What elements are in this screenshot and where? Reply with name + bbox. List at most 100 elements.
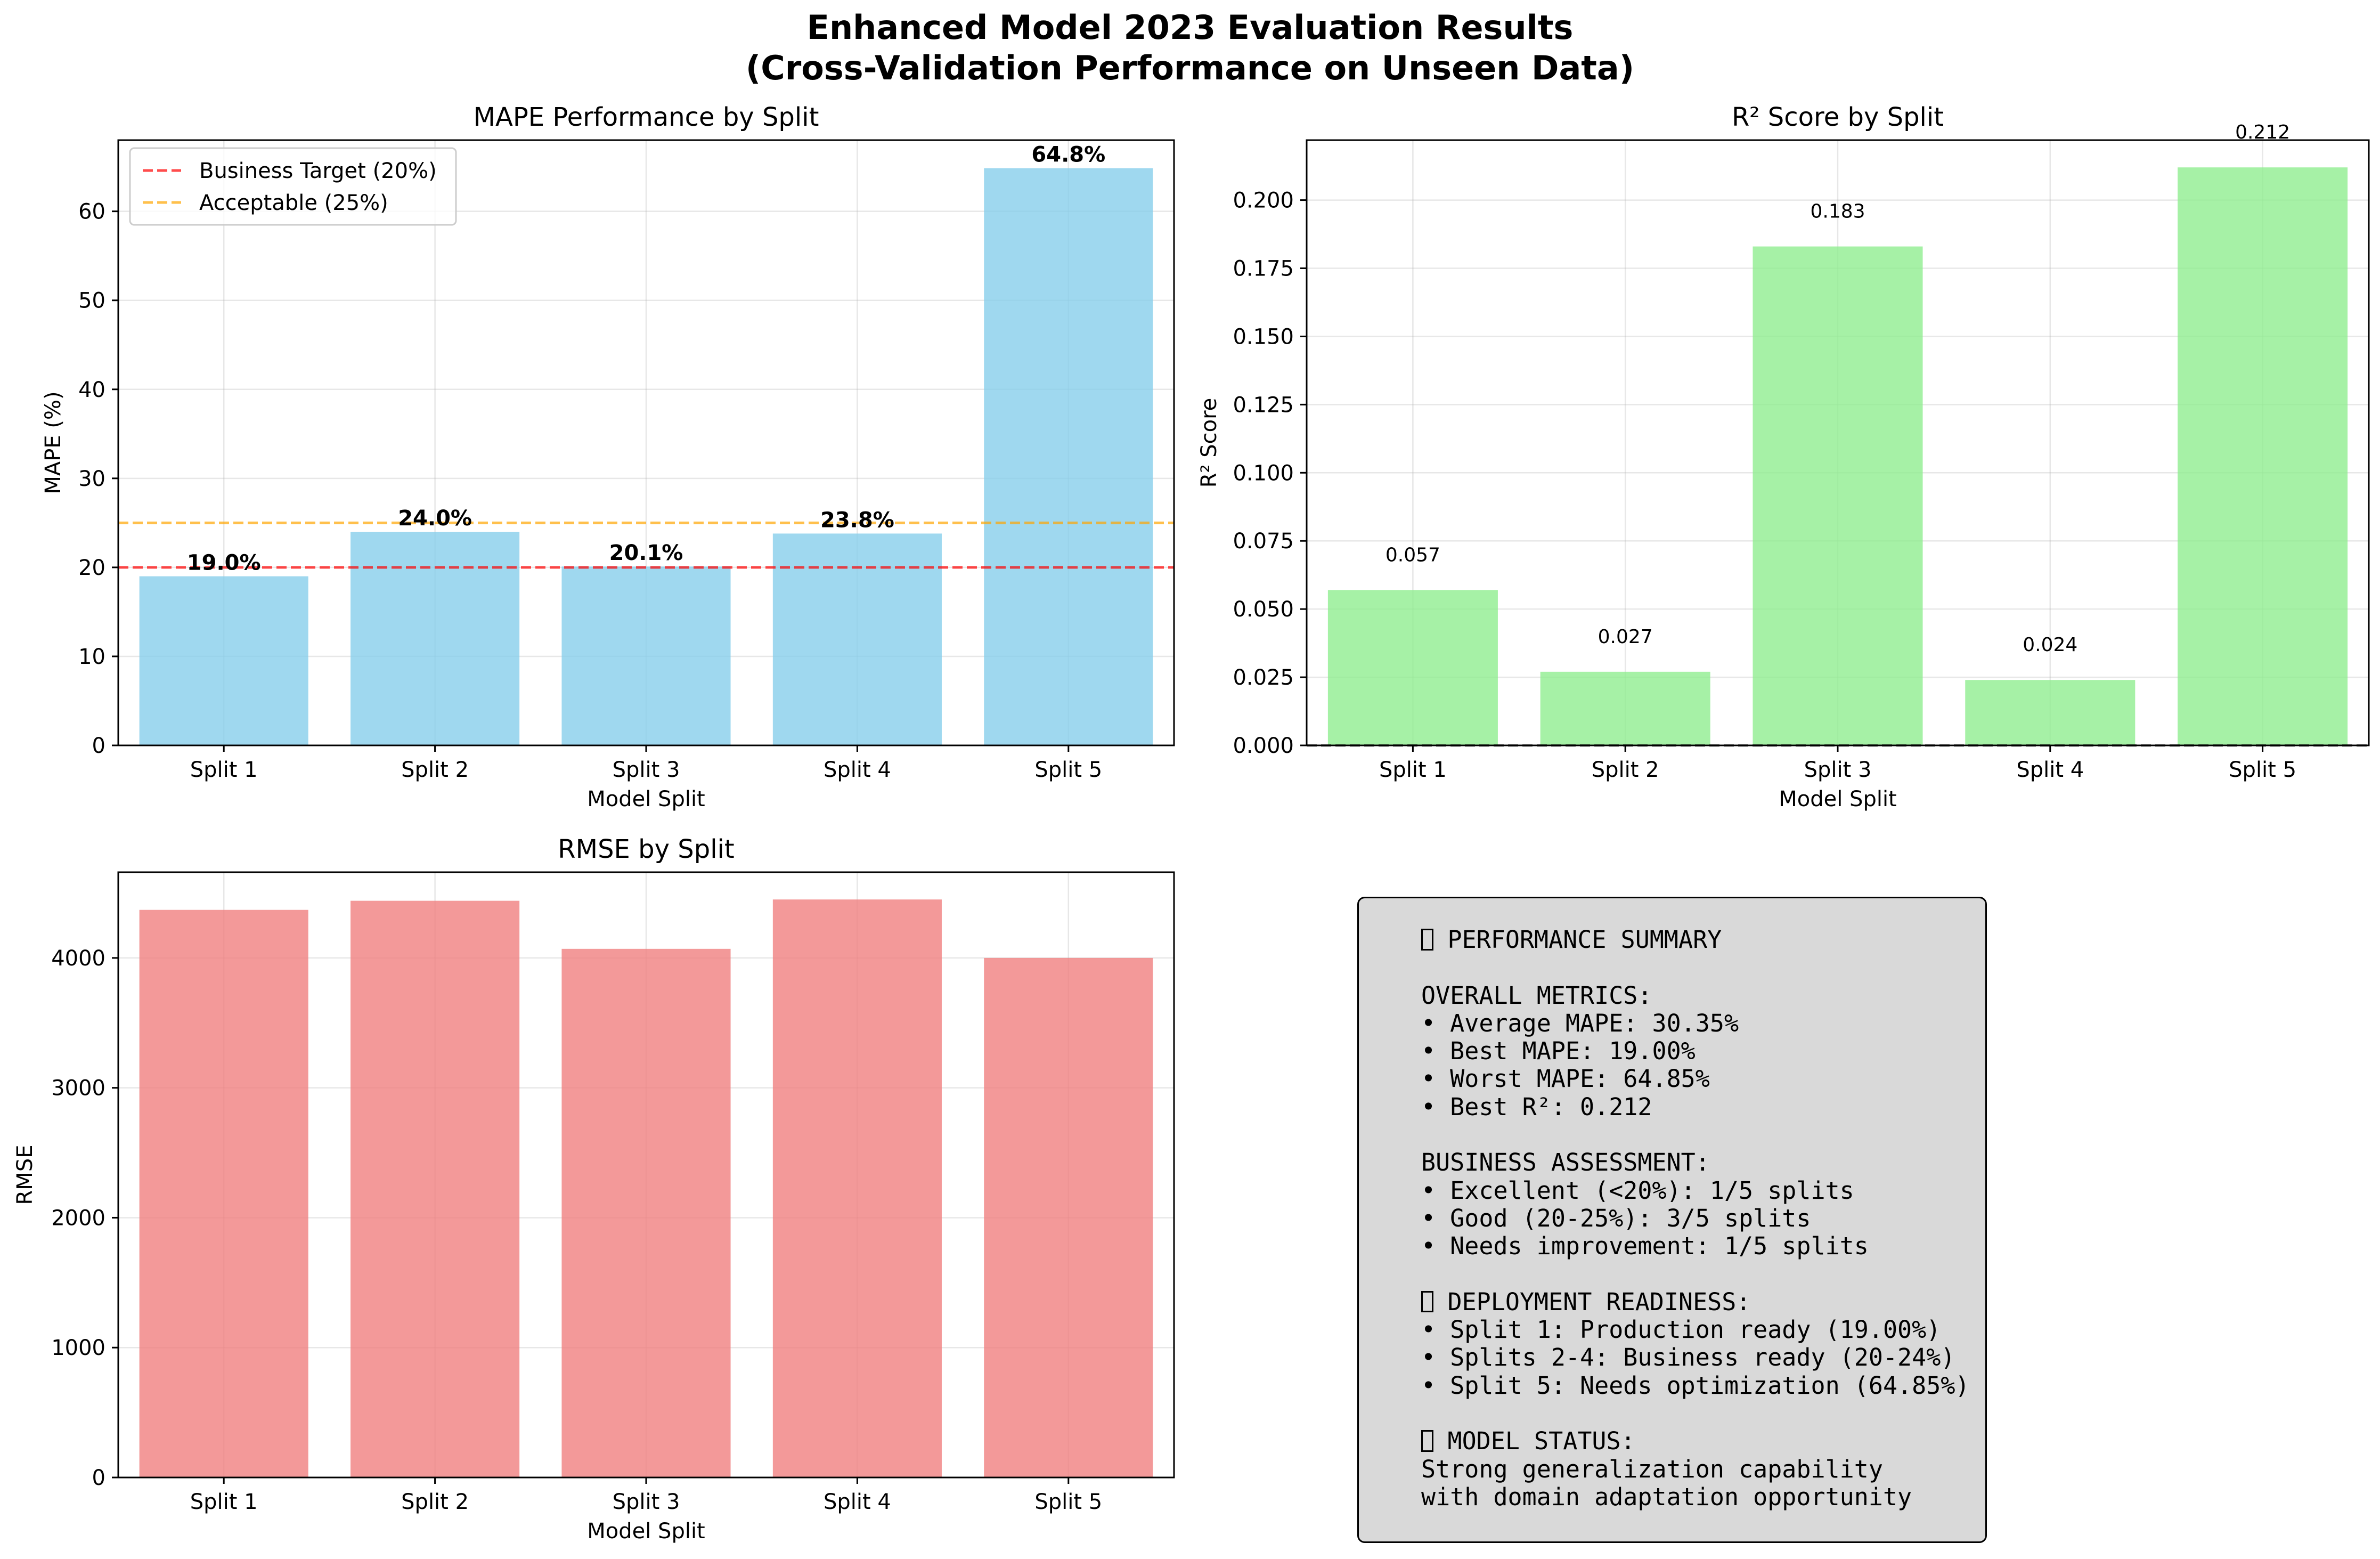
r2-bar [1540, 671, 1710, 745]
summary-line: • Best MAPE: 19.00% [1421, 1037, 1970, 1065]
mape-value-label: 24.0% [398, 506, 472, 531]
summary-line: PERFORMANCE SUMMARY [1421, 925, 1970, 954]
r2-y-tick-label: 0.200 [1233, 189, 1294, 213]
r2-value-label: 0.027 [1598, 626, 1653, 648]
r2-y-tick-label: 0.050 [1233, 597, 1294, 622]
summary-line-text: with domain adaptation opportunity [1421, 1482, 1912, 1511]
rmse-bar [772, 899, 942, 1477]
summary-line: Strong generalization capability [1421, 1455, 1970, 1483]
mape-x-tick-label: Split 5 [1034, 758, 1102, 782]
rmse-bar [984, 957, 1153, 1477]
r2-y-tick-label: 0.025 [1233, 665, 1294, 690]
summary-line: • Good (20-25%): 3/5 splits [1421, 1204, 1970, 1232]
summary-line-text [1421, 1120, 1436, 1149]
summary-line-text: • Good (20-25%): 3/5 splits [1421, 1204, 1811, 1232]
summary-line: with domain adaptation opportunity [1421, 1483, 1970, 1511]
summary-line-text: • Split 5: Needs optimization (64.85%) [1421, 1371, 1970, 1400]
rmse-y-tick-label: 2000 [51, 1206, 105, 1230]
rmse-x-tick-label: Split 3 [613, 1490, 680, 1514]
summary-line-text: MODEL STATUS: [1447, 1427, 1635, 1456]
summary-line-text [1421, 1399, 1436, 1427]
summary-line-text: • Split 1: Production ready (19.00%) [1421, 1316, 1941, 1344]
rmse-x-tick-label: Split 4 [824, 1490, 891, 1514]
summary-line-text: • Splits 2-4: Business ready (20-24%) [1421, 1343, 1955, 1372]
mape-y-tick-label: 60 [78, 200, 105, 224]
summary-line: MODEL STATUS: [1421, 1427, 1970, 1455]
rmse-bar [561, 948, 731, 1477]
r2-value-label: 0.024 [2023, 634, 2077, 656]
legend-entry-label: Business Target (20%) [199, 159, 437, 183]
rmse-y-tick-label: 4000 [51, 946, 105, 971]
rmse-y-tick-label: 1000 [51, 1336, 105, 1360]
mape-value-label: 20.1% [609, 541, 683, 565]
rmse-bar [351, 900, 520, 1477]
summary-line: • Needs improvement: 1/5 splits [1421, 1232, 1970, 1260]
r2-x-tick-label: Split 1 [1379, 758, 1447, 782]
r2-y-tick-label: 0.100 [1233, 461, 1294, 485]
summary-line-text: • Average MAPE: 30.35% [1421, 1009, 1739, 1037]
summary-line: • Splits 2-4: Business ready (20-24%) [1421, 1344, 1970, 1371]
rmse-x-axis-label: Model Split [587, 1519, 705, 1544]
mape-x-tick-label: Split 4 [824, 758, 891, 782]
mape-x-tick-label: Split 3 [613, 758, 680, 782]
box-glyph-icon [1421, 1290, 1433, 1313]
mape-y-tick-label: 0 [92, 734, 105, 758]
r2-y-tick-label: 0.125 [1233, 393, 1294, 417]
summary-line: BUSINESS ASSESSMENT: [1421, 1149, 1970, 1176]
rmse-chart: Split 1 Split 2 Split 3 Split 4 Split 5 0 1000… [13, 834, 1175, 1544]
rmse-chart-title: RMSE by Split [558, 834, 734, 864]
mape-chart-title: MAPE Performance by Split [474, 102, 819, 132]
r2-value-label: 0.183 [1810, 201, 1865, 223]
r2-y-tick-label: 0.175 [1233, 257, 1294, 281]
summary-line [1421, 1261, 1970, 1288]
box-glyph-icon [1421, 1430, 1433, 1452]
summary-line-text: • Best MAPE: 19.00% [1421, 1037, 1696, 1066]
mape-x-tick-label: Split 2 [401, 758, 469, 782]
performance-summary-text: PERFORMANCE SUMMARY OVERALL METRICS: • Av… [1421, 925, 1970, 1511]
mape-bar [139, 576, 308, 745]
summary-line-text: • Needs improvement: 1/5 splits [1421, 1232, 1869, 1261]
summary-line-text: • Excellent (<20%): 1/5 splits [1421, 1176, 1854, 1205]
summary-line [1421, 1400, 1970, 1427]
mape-y-tick-label: 40 [78, 378, 105, 402]
summary-line-text: • Worst MAPE: 64.85% [1421, 1065, 1710, 1093]
r2-y-tick-label: 0.000 [1233, 734, 1294, 758]
mape-bar [772, 533, 942, 745]
mape-y-tick-label: 50 [78, 289, 105, 313]
box-glyph-icon [1421, 929, 1433, 951]
r2-bar [1965, 680, 2136, 745]
mape-bar [351, 532, 520, 745]
r2-y-axis-label: R² Score [1197, 398, 1221, 488]
summary-line: • Split 5: Needs optimization (64.85%) [1421, 1371, 1970, 1400]
r2-value-label: 0.057 [1385, 544, 1440, 566]
r2-x-tick-label: Split 2 [1592, 758, 1659, 782]
summary-line: • Best R²: 0.212 [1421, 1093, 1970, 1121]
mape-x-tick-label: Split 1 [190, 758, 258, 782]
legend-frame [129, 147, 457, 226]
r2-x-tick-label: Split 4 [2016, 758, 2084, 782]
summary-line: OVERALL METRICS: [1421, 981, 1970, 1010]
figure-title: Enhanced Model 2023 Evaluation Results (… [0, 7, 2380, 88]
r2-x-tick-label: Split 5 [2229, 758, 2296, 782]
mape-value-label: 64.8% [1031, 143, 1105, 167]
summary-line [1421, 954, 1970, 981]
performance-summary-box [1357, 897, 1987, 1543]
r2-bar [1327, 590, 1498, 745]
mape-y-tick-label: 10 [78, 645, 105, 669]
rmse-y-tick-label: 0 [92, 1466, 105, 1490]
summary-line [1421, 1121, 1970, 1149]
mape-x-axis-label: Model Split [587, 787, 705, 811]
rmse-y-axis-label: RMSE [13, 1145, 37, 1205]
r2-chart-title: R² Score by Split [1732, 102, 1944, 132]
mape-chart: 19.0% 24.0% 20.1% 23.8% 64.8% Split 1 Split 2 S… [41, 102, 1175, 811]
r2-y-tick-label: 0.150 [1233, 324, 1294, 349]
summary-line: • Split 1: Production ready (19.00%) [1421, 1316, 1970, 1344]
mape-bar [984, 168, 1153, 745]
mape-bar [561, 566, 731, 745]
rmse-y-tick-label: 3000 [51, 1076, 105, 1101]
mape-y-tick-label: 20 [78, 556, 105, 580]
mape-value-label: 19.0% [187, 551, 261, 575]
r2-x-tick-label: Split 3 [1804, 758, 1872, 782]
summary-line: • Worst MAPE: 64.85% [1421, 1065, 1970, 1093]
